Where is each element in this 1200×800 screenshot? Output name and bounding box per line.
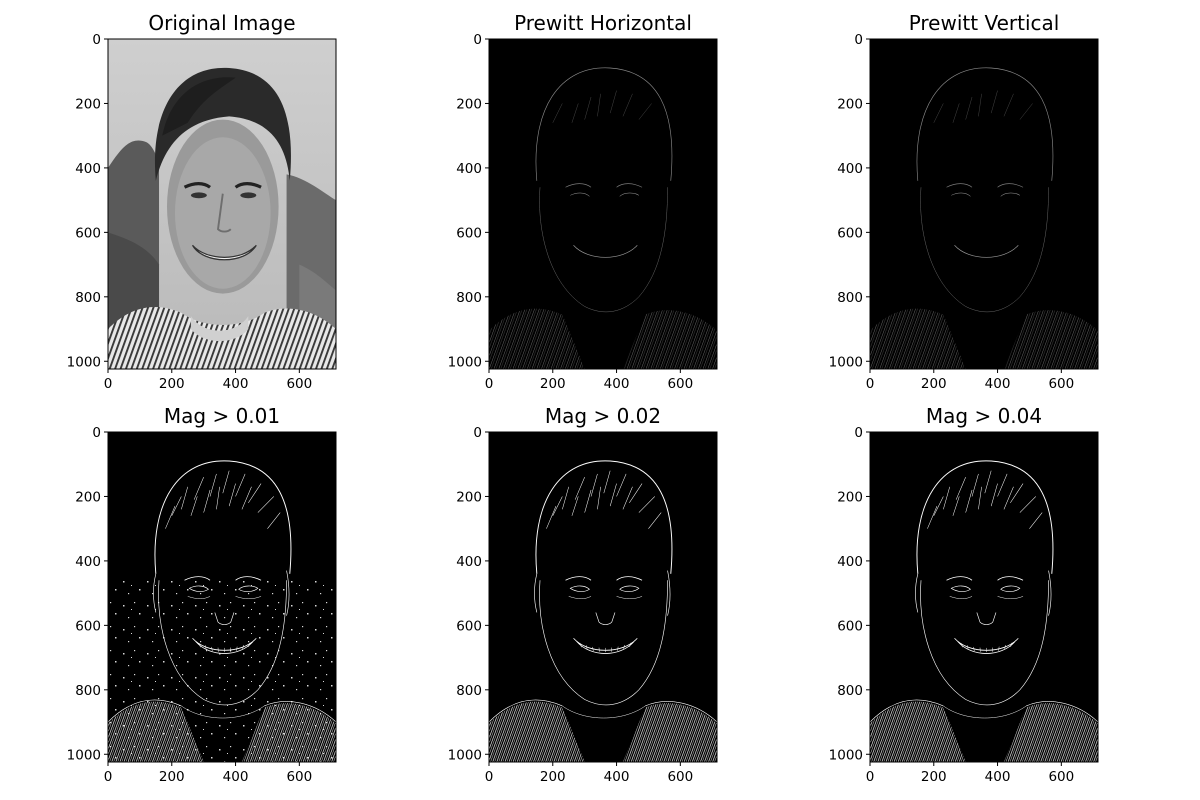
x-tick-label: 400 — [985, 769, 1011, 785]
x-tick-label: 400 — [223, 376, 249, 392]
y-tick-label: 800 — [75, 290, 101, 306]
x-tick-label: 0 — [104, 769, 113, 785]
panel-image — [108, 39, 336, 369]
panel-title: Prewitt Vertical — [909, 11, 1060, 35]
y-tick-label: 200 — [456, 96, 482, 112]
y-tick-label: 800 — [456, 683, 482, 699]
x-tick-label: 600 — [1048, 769, 1074, 785]
y-tick-label: 1000 — [67, 747, 101, 763]
panel-mag-001: Mag > 0.01 0 200 400 600 0 200 400 600 800 1000 — [67, 404, 337, 785]
x-tick-label: 0 — [866, 376, 875, 392]
y-tick-label: 200 — [837, 489, 863, 505]
axes-frame — [869, 431, 1099, 763]
y-tick-label: 1000 — [448, 354, 482, 370]
y-tick-label: 0 — [854, 32, 863, 48]
x-tick-label: 200 — [540, 376, 566, 392]
y-tick-label: 1000 — [829, 354, 863, 370]
x-tick-label: 200 — [159, 769, 185, 785]
panel-original: Original Image 0 200 400 600 0 200 400 600 800 100… — [67, 11, 337, 392]
y-tick-label: 600 — [75, 225, 101, 241]
axes-frame — [488, 431, 718, 763]
x-tick-label: 200 — [921, 376, 947, 392]
y-tick-label: 800 — [456, 290, 482, 306]
panel-mag-002: Mag > 0.02 0 200 400 600 0 200 400 600 800 1000 — [448, 404, 718, 785]
x-tick-label: 400 — [604, 376, 630, 392]
panel-mag-004: Mag > 0.04 0 200 400 600 0 200 400 600 800 1000 — [829, 404, 1099, 785]
y-tick-label: 800 — [837, 683, 863, 699]
y-tick-label: 0 — [92, 425, 101, 441]
y-tick-label: 200 — [75, 489, 101, 505]
panel-title: Prewitt Horizontal — [514, 11, 692, 35]
y-tick-label: 400 — [837, 161, 863, 177]
panel-title: Original Image — [148, 11, 295, 35]
y-tick-label: 0 — [473, 32, 482, 48]
x-tick-label: 0 — [866, 769, 875, 785]
panel-image — [489, 39, 717, 369]
y-tick-label: 400 — [456, 554, 482, 570]
y-tick-label: 600 — [456, 225, 482, 241]
x-tick-label: 0 — [104, 376, 113, 392]
x-tick-label: 600 — [286, 376, 312, 392]
panel-image — [870, 39, 1098, 369]
x-tick-label: 400 — [985, 376, 1011, 392]
y-tick-label: 600 — [456, 618, 482, 634]
y-tick-label: 0 — [92, 32, 101, 48]
axes-frame — [107, 431, 337, 763]
x-tick-label: 0 — [485, 376, 494, 392]
y-tick-label: 400 — [75, 161, 101, 177]
y-tick-label: 0 — [854, 425, 863, 441]
panels: Original Image 0 200 400 600 0 200 400 600 800 100… — [67, 11, 1099, 785]
y-tick-label: 400 — [75, 554, 101, 570]
x-tick-label: 600 — [1048, 376, 1074, 392]
x-tick-label: 600 — [286, 769, 312, 785]
panel-prewitt-vertical: Prewitt Vertical 0 200 400 600 0 200 400 600 800 1… — [829, 11, 1099, 392]
x-tick-label: 200 — [159, 376, 185, 392]
panel-title: Mag > 0.02 — [545, 404, 661, 428]
y-tick-label: 800 — [837, 290, 863, 306]
y-tick-label: 600 — [75, 618, 101, 634]
y-tick-label: 0 — [473, 425, 482, 441]
y-tick-label: 1000 — [829, 747, 863, 763]
x-tick-label: 400 — [223, 769, 249, 785]
panel-image — [489, 432, 717, 762]
y-tick-label: 200 — [456, 489, 482, 505]
x-tick-label: 0 — [485, 769, 494, 785]
x-tick-label: 600 — [667, 769, 693, 785]
y-tick-label: 400 — [456, 161, 482, 177]
axes-frame — [869, 38, 1099, 370]
y-tick-label: 1000 — [448, 747, 482, 763]
y-tick-label: 800 — [75, 683, 101, 699]
y-tick-label: 400 — [837, 554, 863, 570]
x-tick-label: 600 — [667, 376, 693, 392]
axes-frame — [488, 38, 718, 370]
y-tick-label: 600 — [837, 618, 863, 634]
panel-title: Mag > 0.01 — [164, 404, 280, 428]
axes-frame — [107, 38, 337, 370]
y-tick-label: 600 — [837, 225, 863, 241]
x-tick-label: 200 — [540, 769, 566, 785]
panel-prewitt-horizontal: Prewitt Horizontal 0 200 400 600 0 200 400 600 80… — [448, 11, 718, 392]
x-tick-label: 400 — [604, 769, 630, 785]
panel-title: Mag > 0.04 — [926, 404, 1042, 428]
y-tick-label: 1000 — [67, 354, 101, 370]
y-tick-label: 200 — [75, 96, 101, 112]
panel-image — [108, 432, 336, 762]
x-tick-label: 200 — [921, 769, 947, 785]
y-tick-label: 200 — [837, 96, 863, 112]
panel-image — [870, 432, 1098, 762]
